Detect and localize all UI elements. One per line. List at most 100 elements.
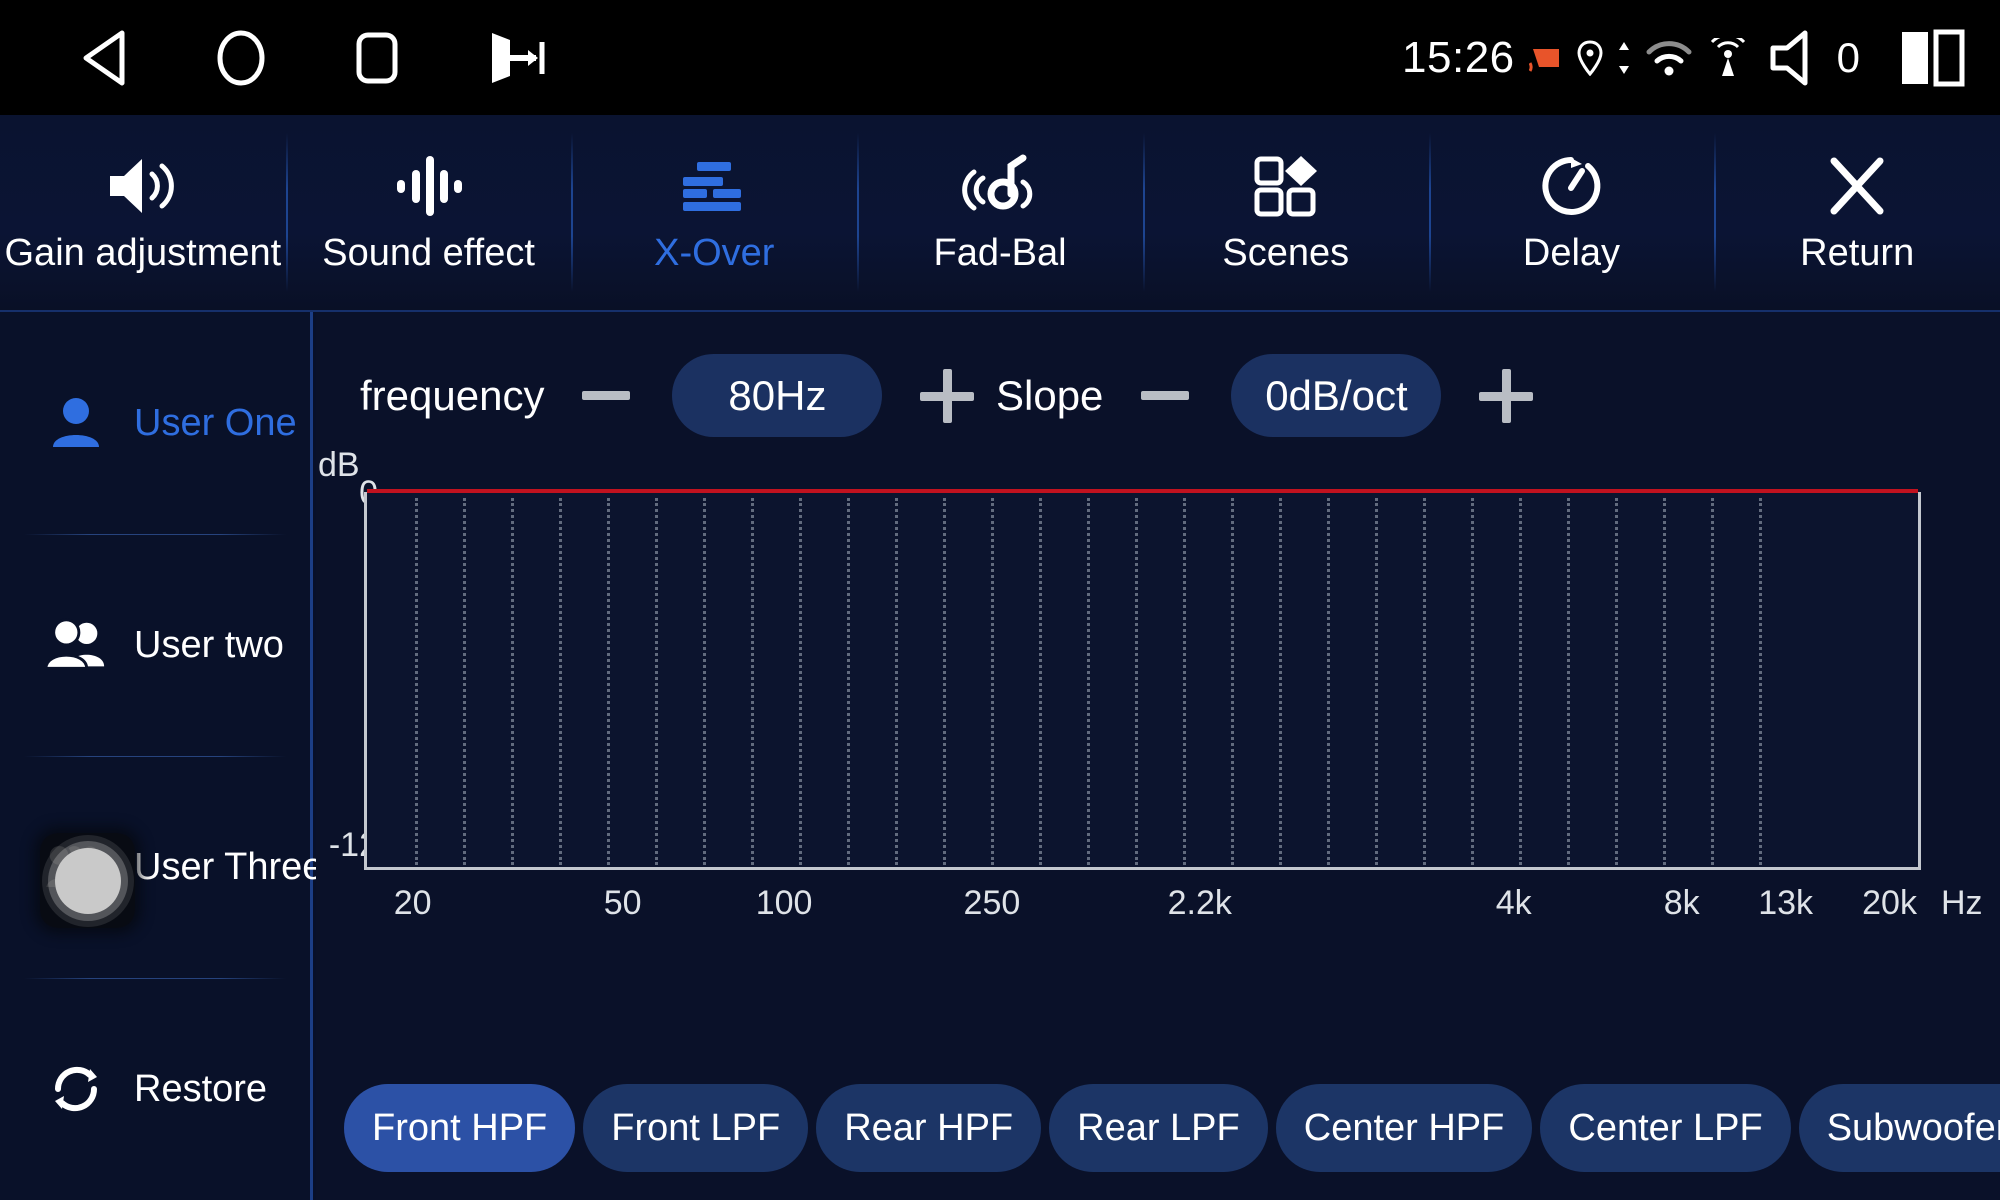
chip-label: Center LPF <box>1568 1106 1763 1149</box>
tab-x-over[interactable]: X-Over <box>571 115 857 310</box>
chip-center-lpf[interactable]: Center LPF <box>1540 1084 1791 1172</box>
gridline <box>1135 498 1138 865</box>
sidebar-item-user-two[interactable]: User two <box>0 534 310 756</box>
gridline <box>607 498 610 865</box>
location-icon <box>1577 39 1603 76</box>
frequency-value[interactable]: 80Hz <box>672 354 883 437</box>
y-axis-unit-label: dB <box>318 446 360 484</box>
response-curve <box>367 489 1918 493</box>
sidebar-item-label: User two <box>134 623 284 666</box>
x-axis-unit-label: Hz <box>1941 884 1983 922</box>
gridline <box>1663 498 1666 865</box>
gridline <box>1711 498 1714 865</box>
gridline <box>1087 498 1090 865</box>
gridline <box>463 498 466 865</box>
chip-front-lpf[interactable]: Front LPF <box>583 1084 809 1172</box>
chip-center-hpf[interactable]: Center HPF <box>1275 1084 1533 1172</box>
chip-label: Rear LPF <box>1077 1106 1240 1149</box>
touch-indicator <box>40 833 135 928</box>
close-x-icon <box>1826 154 1888 218</box>
vertical-arrows-icon <box>1617 41 1631 75</box>
sidebar-item-user-one[interactable]: User One <box>0 312 310 534</box>
tab-delay[interactable]: Delay <box>1428 115 1715 310</box>
chip-label: Front LPF <box>611 1106 781 1149</box>
slope-value[interactable]: 0dB/oct <box>1231 354 1442 437</box>
sidebar-item-label: User Three <box>134 845 324 888</box>
gridline <box>1615 498 1618 865</box>
tab-return[interactable]: Return <box>1714 115 2000 310</box>
tab-scenes[interactable]: Scenes <box>1142 115 1429 310</box>
gridline <box>1279 498 1282 865</box>
gridline <box>1375 498 1378 865</box>
cast-icon <box>1528 43 1563 73</box>
recents-icon[interactable] <box>350 29 404 87</box>
slope-increase-button[interactable] <box>1479 368 1534 423</box>
plot-area[interactable] <box>364 489 1921 870</box>
frequency-increase-button[interactable] <box>920 368 975 423</box>
chip-subwoofer[interactable]: Subwoofer.. <box>1798 1084 2000 1172</box>
x-axis-tick-label: 13k <box>1758 884 1814 922</box>
x-axis-tick-label: 50 <box>603 884 642 922</box>
sidebar-item-restore[interactable]: Restore <box>0 978 310 1200</box>
filter-chip-row: Front HPF Front LPF Rear HPF Rear LPF Ce… <box>316 1084 2000 1172</box>
x-axis-tick-label: 100 <box>755 884 813 922</box>
tab-label: X-Over <box>654 231 775 274</box>
sidebar-item-label: User One <box>134 401 297 444</box>
chip-rear-lpf[interactable]: Rear LPF <box>1049 1084 1268 1172</box>
gridline <box>991 498 994 865</box>
frequency-stepper: frequency 80Hz <box>360 354 975 437</box>
frequency-decrease-button[interactable] <box>582 391 631 400</box>
status-clock: 15:26 <box>1402 32 1515 82</box>
audio-mode-toolbar: Gain adjustment Sound effect <box>0 115 2000 312</box>
equalizer-icon <box>673 154 755 218</box>
slope-label: Slope <box>996 371 1104 419</box>
scenes-grid-icon <box>1251 154 1321 218</box>
gridline <box>1759 498 1762 865</box>
x-axis-tick-label: 250 <box>963 884 1021 922</box>
back-icon[interactable] <box>78 29 132 87</box>
chip-label: Subwoofer.. <box>1826 1106 2000 1149</box>
x-axis-tick-label: 20 <box>393 884 432 922</box>
touch-indicator-dot <box>54 847 121 914</box>
x-axis-tick-label: 2.2k <box>1167 884 1232 922</box>
gridline <box>1183 498 1186 865</box>
gridline <box>703 498 706 865</box>
stopwatch-icon <box>1538 154 1604 218</box>
chip-label: Rear HPF <box>844 1106 1014 1149</box>
crossover-controls: frequency 80Hz Slope 0dB/oct <box>316 312 2000 460</box>
gridline <box>1519 498 1522 865</box>
restore-refresh-icon <box>44 1060 108 1118</box>
tab-label: Scenes <box>1222 231 1350 274</box>
navigation-button-group <box>78 28 550 88</box>
user-preset-sidebar: User One User two <box>0 312 323 1200</box>
home-icon[interactable] <box>212 29 270 87</box>
tab-label: Gain adjustment <box>4 231 282 274</box>
two-users-icon <box>44 617 108 673</box>
volume-level: 0 <box>1836 33 1860 81</box>
tab-label: Delay <box>1522 231 1621 274</box>
gridline <box>895 498 898 865</box>
gridline <box>943 498 946 865</box>
gridline <box>415 498 418 865</box>
tab-sound-effect[interactable]: Sound effect <box>285 115 572 310</box>
exit-icon[interactable] <box>484 28 550 88</box>
android-status-bar: 15:26 <box>0 0 2000 115</box>
tab-gain-adjustment[interactable]: Gain adjustment <box>0 115 286 310</box>
split-screen-icon <box>1900 29 1966 87</box>
chip-rear-hpf[interactable]: Rear HPF <box>816 1084 1042 1172</box>
gridline <box>655 498 658 865</box>
volume-icon <box>1763 30 1821 86</box>
gridline <box>1039 498 1042 865</box>
slope-decrease-button[interactable] <box>1141 391 1190 400</box>
chip-front-hpf[interactable]: Front HPF <box>344 1084 576 1172</box>
waveform-icon <box>392 154 466 218</box>
speaker-wave-icon <box>104 154 182 218</box>
tab-fad-bal[interactable]: Fad-Bal <box>857 115 1143 310</box>
fader-balance-icon <box>961 154 1039 218</box>
x-over-panel: frequency 80Hz Slope 0dB/oct dB 0 -12 20… <box>316 312 2000 1200</box>
x-axis-tick-label: 8k <box>1663 884 1700 922</box>
tab-label: Sound effect <box>322 231 535 274</box>
status-indicators: 15:26 <box>1402 0 1966 115</box>
